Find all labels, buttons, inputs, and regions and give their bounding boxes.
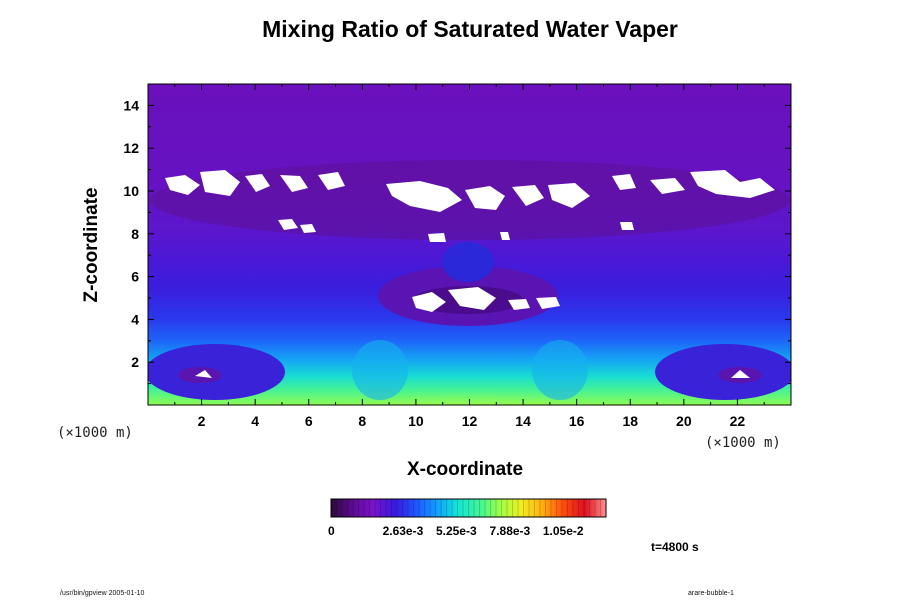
x-tick-label: 8 <box>358 413 366 429</box>
x-tick-label: 20 <box>676 413 692 429</box>
missing-value-patches <box>165 170 775 378</box>
chart-title: Mixing Ratio of Saturated Water Vaper <box>262 16 678 42</box>
y-tick-label: 2 <box>131 354 139 370</box>
x-tick-label: 16 <box>569 413 585 429</box>
time-label: t=4800 s <box>651 540 699 554</box>
x-tick-label: 2 <box>198 413 206 429</box>
y-tick-label: 4 <box>131 311 139 327</box>
y-axis-label: Z-coordinate <box>81 187 102 303</box>
colorbar-tick-label: 5.25e-3 <box>435 524 477 538</box>
axis-ticks <box>148 84 791 405</box>
footer-left: /usr/bin/gpview 2005-01-10 <box>60 590 145 597</box>
x-tick-label: 12 <box>462 413 478 429</box>
x-tick-label: 10 <box>408 413 424 429</box>
x-tick-label: 6 <box>305 413 313 429</box>
colorbar-tick-label: 2.63e-3 <box>382 524 424 538</box>
colorbar-tick-label: 0 <box>328 524 335 538</box>
colorbar <box>330 498 607 518</box>
x-tick-label: 22 <box>730 413 746 429</box>
y-tick-label: 6 <box>131 269 139 285</box>
x-tick-label: 18 <box>622 413 638 429</box>
y-unit-right: (×1000 m) <box>705 435 781 451</box>
y-tick-label: 14 <box>123 97 139 113</box>
x-unit-left: (×1000 m) <box>57 425 133 441</box>
colorbar-tick-label: 7.88e-3 <box>489 524 531 538</box>
y-tick-label: 8 <box>131 226 139 242</box>
y-tick-label: 12 <box>123 140 139 156</box>
y-tick-label: 10 <box>123 183 139 199</box>
footer-right: arare-bubble-1 <box>688 590 734 597</box>
x-axis-label: X-coordinate <box>406 459 524 480</box>
x-tick-label: 4 <box>251 413 259 429</box>
heatmap-field <box>148 84 791 405</box>
colorbar-tick-label: 1.05e-2 <box>542 524 584 538</box>
x-tick-label: 14 <box>515 413 531 429</box>
